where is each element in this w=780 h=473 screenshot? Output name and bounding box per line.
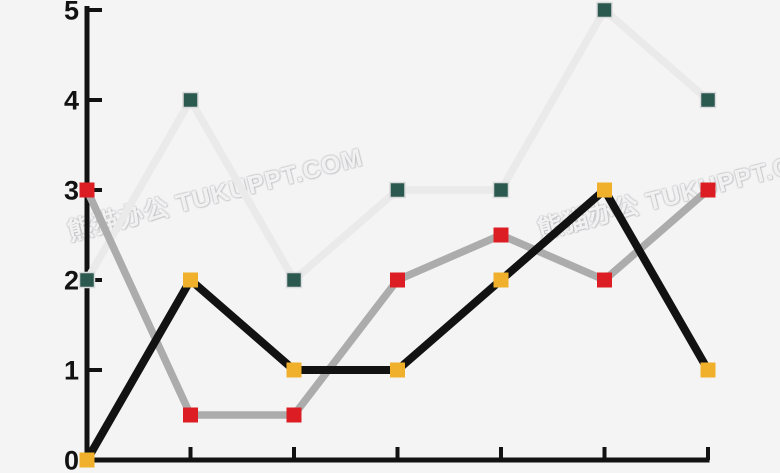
gray-red-series-marker (597, 272, 612, 288)
y-tick-label: 4 (64, 86, 79, 116)
black-amber-series-marker (286, 362, 302, 378)
light-gray-teal-series-marker (285, 271, 303, 289)
gray-red-series-marker (183, 407, 198, 423)
y-tick-label: 0 (64, 446, 79, 473)
black-amber-series-marker (79, 452, 95, 468)
y-tick-label: 2 (64, 266, 79, 296)
y-tick-label: 5 (64, 0, 79, 26)
black-amber-series-marker (493, 272, 509, 288)
black-amber-series-line (83, 183, 712, 462)
black-amber-series-marker (597, 182, 612, 198)
light-gray-teal-series-marker (699, 91, 717, 109)
light-gray-teal-series-marker (182, 91, 199, 109)
light-gray-teal-series-marker (492, 181, 510, 199)
black-amber-series-marker (700, 362, 716, 378)
gray-red-series-marker (286, 407, 302, 423)
gray-red-series-marker (79, 182, 95, 198)
light-gray-teal-series-marker (389, 181, 406, 199)
y-tick-label: 3 (64, 176, 79, 206)
gray-red-series-marker (700, 182, 716, 198)
black-amber-series-marker (183, 272, 198, 288)
black-amber-series-marker (390, 362, 405, 378)
light-gray-teal-series-line (83, 4, 711, 286)
y-tick-label: 1 (64, 356, 79, 386)
light-gray-teal-series-marker (596, 1, 613, 19)
light-gray-teal-series-marker (78, 271, 96, 289)
gray-red-series-marker (390, 272, 405, 288)
gray-red-series-marker (493, 227, 509, 243)
